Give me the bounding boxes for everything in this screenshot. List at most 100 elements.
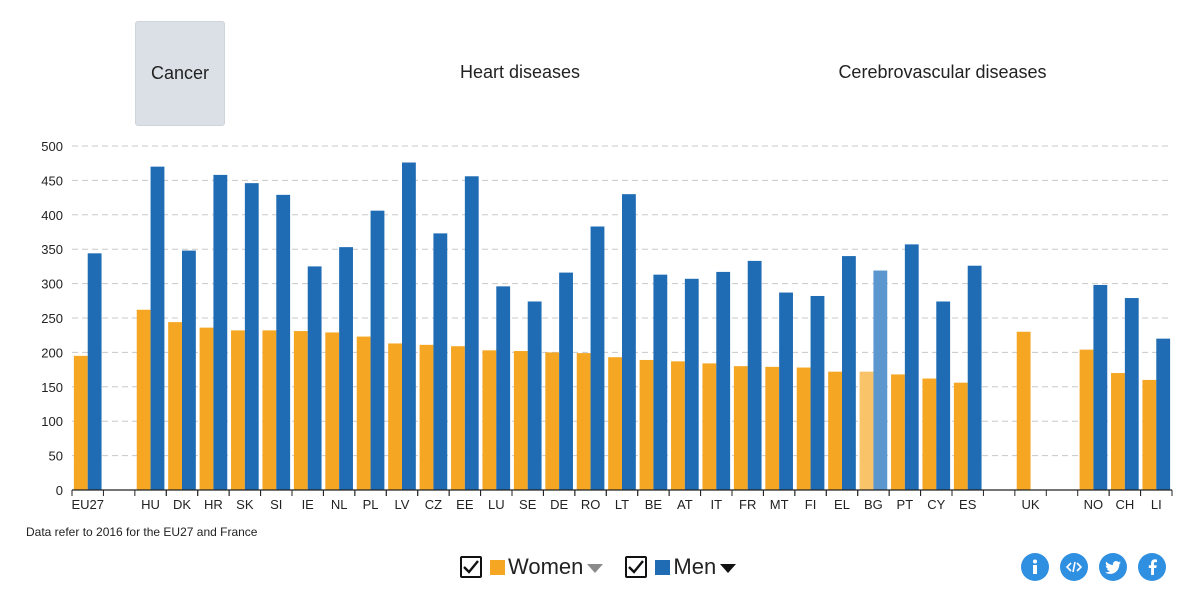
bar-women-ee[interactable] [451, 346, 465, 490]
bar-women-ro[interactable] [576, 353, 591, 490]
bar-men-cz[interactable] [433, 233, 448, 490]
bar-men-sk[interactable] [244, 183, 259, 491]
embed-icon[interactable] [1060, 553, 1088, 581]
x-tick-label: LU [488, 497, 505, 512]
bar-men-ee[interactable] [464, 176, 479, 490]
legend-women-label: Women [508, 554, 584, 579]
bar-men-de[interactable] [559, 272, 573, 490]
bar-men-fr[interactable] [747, 260, 762, 490]
x-tick-label: BG [864, 497, 883, 512]
x-tick-label: CH [1115, 497, 1134, 512]
bar-men-fi[interactable] [810, 295, 825, 490]
bar-men-lt[interactable] [622, 194, 636, 490]
bar-women-lu[interactable] [482, 350, 497, 490]
y-tick-label: 100 [41, 414, 63, 429]
bar-women-hu[interactable] [136, 309, 151, 490]
bar-men-pt[interactable] [904, 244, 919, 490]
bar-women-uk[interactable] [1016, 331, 1031, 490]
bar-men-mt[interactable] [779, 292, 793, 490]
x-tick-label: IE [302, 497, 315, 512]
bar-men-hu[interactable] [150, 166, 165, 490]
bar-women-fi[interactable] [796, 367, 811, 490]
women-checkbox[interactable] [460, 556, 482, 578]
x-tick-label: NO [1084, 497, 1104, 512]
bar-chart: 0 50 100 150 200 250 300 350 400 450 500 EU27 HU DK H… [41, 139, 1173, 512]
bar-women-mt[interactable] [765, 366, 780, 490]
info-icon[interactable] [1021, 553, 1049, 581]
bar-men-hr[interactable] [213, 174, 228, 490]
bars [73, 162, 1171, 491]
x-tick-label: NL [331, 497, 348, 512]
x-tick-label: HU [141, 497, 160, 512]
x-tick-label: ES [959, 497, 977, 512]
bar-women-lv[interactable] [388, 343, 402, 490]
bar-men-el[interactable] [842, 256, 856, 490]
bar-women-hr[interactable] [199, 327, 214, 490]
bar-men-no[interactable] [1093, 284, 1108, 490]
bar-women-li[interactable] [1142, 379, 1157, 490]
bar-men-nl[interactable] [339, 247, 353, 490]
bar-men-dk[interactable] [182, 250, 196, 490]
bar-women-sk[interactable] [231, 330, 245, 490]
legend-women-toggle[interactable]: Women [460, 554, 604, 580]
bar-women-eu27[interactable] [73, 355, 88, 490]
bar-women-pl[interactable] [356, 336, 371, 490]
bar-women-lt[interactable] [608, 357, 622, 490]
x-tick-label: FR [739, 497, 756, 512]
bar-men-be[interactable] [653, 274, 668, 490]
tab-cancer[interactable]: Cancer [135, 21, 225, 126]
bar-men-pl[interactable] [370, 210, 385, 490]
bar-men-ro[interactable] [590, 226, 605, 490]
bar-women-nl[interactable] [325, 332, 340, 490]
y-tick-label: 450 [41, 173, 63, 188]
bar-women-se[interactable] [513, 351, 528, 490]
bar-women-cz[interactable] [419, 344, 434, 490]
bar-women-pt[interactable] [891, 374, 905, 490]
tab-cerebrovascular-diseases[interactable]: Cerebrovascular diseases [838, 62, 1047, 82]
bar-men-it[interactable] [716, 271, 731, 490]
bar-men-ie[interactable] [307, 266, 322, 490]
men-checkbox[interactable] [625, 556, 648, 578]
x-tick-label: UK [1022, 497, 1040, 512]
x-tick-label: SK [236, 497, 254, 512]
x-tick-label: LI [1151, 497, 1162, 512]
women-sort-arrow-icon[interactable] [587, 563, 604, 573]
bar-men-ch[interactable] [1124, 298, 1139, 490]
bar-men-lv[interactable] [402, 162, 416, 490]
bar-women-fr[interactable] [733, 366, 748, 490]
men-sort-arrow-icon[interactable] [720, 563, 737, 573]
bar-women-ie[interactable] [293, 331, 308, 490]
bar-men-eu27[interactable] [87, 253, 102, 490]
x-tick-label: PT [897, 497, 914, 512]
bar-men-lu[interactable] [496, 286, 511, 490]
bar-women-at[interactable] [671, 361, 685, 490]
bar-men-si[interactable] [276, 194, 291, 490]
bar-women-el[interactable] [828, 371, 842, 490]
bar-women-dk[interactable] [168, 322, 182, 490]
bar-women-it[interactable] [702, 363, 717, 490]
bar-women-no[interactable] [1079, 349, 1094, 490]
bar-women-be[interactable] [639, 359, 654, 490]
bar-men-li[interactable] [1156, 338, 1171, 490]
bar-women-cy[interactable] [922, 378, 937, 490]
facebook-icon[interactable] [1138, 553, 1166, 581]
bar-women-bg[interactable] [859, 371, 874, 490]
bar-women-es[interactable] [953, 382, 968, 490]
twitter-icon[interactable] [1099, 553, 1127, 581]
bar-men-es[interactable] [967, 265, 982, 490]
legend-men-label: Men [673, 554, 717, 579]
bar-women-si[interactable] [262, 330, 277, 490]
x-tick-label: LT [615, 497, 629, 512]
tab-heart-diseases[interactable]: Heart diseases [459, 62, 581, 82]
bar-men-at[interactable] [684, 278, 699, 490]
x-tick-label: CZ [425, 497, 442, 512]
bar-men-cy[interactable] [936, 301, 951, 490]
bar-women-de[interactable] [545, 352, 560, 490]
y-tick-label: 200 [41, 345, 63, 360]
legend-men-toggle[interactable]: Men [625, 554, 737, 580]
bar-women-ch[interactable] [1111, 373, 1125, 490]
x-tick-label: EU27 [71, 497, 104, 512]
y-axis: 0 50 100 150 200 250 300 350 400 450 500 [41, 139, 63, 498]
bar-men-se[interactable] [527, 301, 542, 490]
bar-men-bg[interactable] [873, 270, 888, 490]
